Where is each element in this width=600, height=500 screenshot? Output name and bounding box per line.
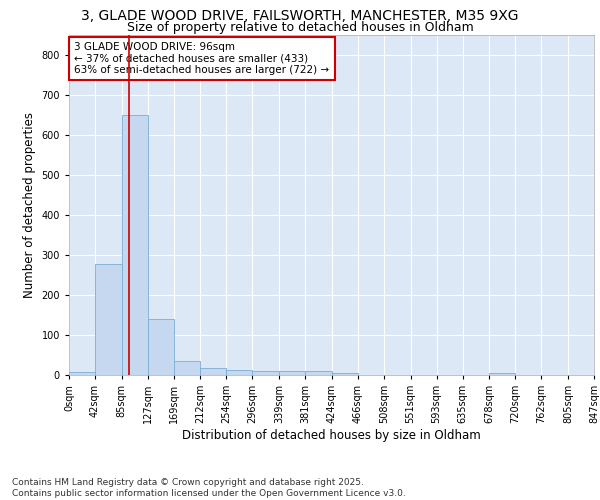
Text: 3 GLADE WOOD DRIVE: 96sqm
← 37% of detached houses are smaller (433)
63% of semi: 3 GLADE WOOD DRIVE: 96sqm ← 37% of detac… [74,42,329,75]
Bar [305,372,332,375]
Y-axis label: Number of detached properties: Number of detached properties [23,112,36,298]
Bar [226,370,253,375]
Text: Size of property relative to detached houses in Oldham: Size of property relative to detached ho… [127,21,473,34]
Bar [279,371,305,375]
Text: 3, GLADE WOOD DRIVE, FAILSWORTH, MANCHESTER, M35 9XG: 3, GLADE WOOD DRIVE, FAILSWORTH, MANCHES… [81,9,519,23]
Bar [332,373,358,375]
Bar [122,115,148,375]
X-axis label: Distribution of detached houses by size in Oldham: Distribution of detached houses by size … [182,429,481,442]
Bar [69,372,95,375]
Bar [174,361,200,375]
Bar [253,370,279,375]
Bar [200,368,226,375]
Bar [95,264,122,375]
Bar [148,319,174,375]
Bar [489,373,515,375]
Text: Contains HM Land Registry data © Crown copyright and database right 2025.
Contai: Contains HM Land Registry data © Crown c… [12,478,406,498]
